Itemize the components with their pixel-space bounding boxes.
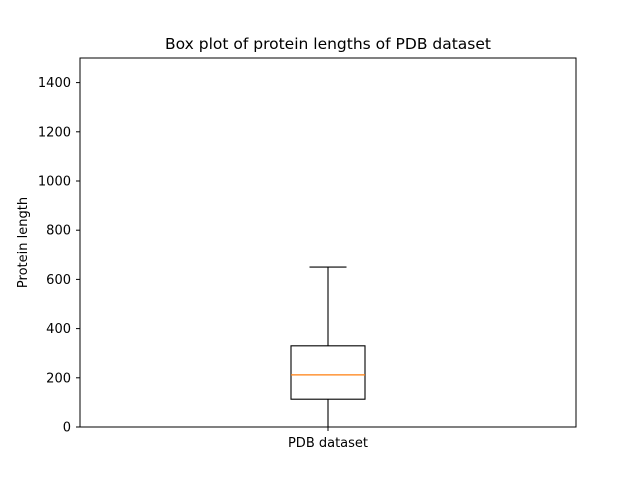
y-tick-label: 600 xyxy=(46,273,71,288)
chart-title: Box plot of protein lengths of PDB datas… xyxy=(165,35,491,53)
plot-area-frame xyxy=(79,57,577,428)
y-axis-label: Protein length xyxy=(16,197,31,288)
y-tick-label: 400 xyxy=(46,322,71,337)
x-tick-label: PDB dataset xyxy=(288,436,368,451)
y-tick-label: 200 xyxy=(46,371,71,386)
x-axis-ticks: PDB dataset xyxy=(288,427,368,451)
y-tick-label: 1400 xyxy=(38,76,71,91)
interquartile-box xyxy=(290,345,366,400)
y-tick-label: 1200 xyxy=(38,125,71,140)
y-axis-ticks: 0 200 400 600 800 1000 1200 1400 xyxy=(38,76,80,436)
y-tick-label: 800 xyxy=(46,224,71,239)
y-tick-label: 1000 xyxy=(38,175,71,190)
y-tick-label: 0 xyxy=(63,421,71,436)
